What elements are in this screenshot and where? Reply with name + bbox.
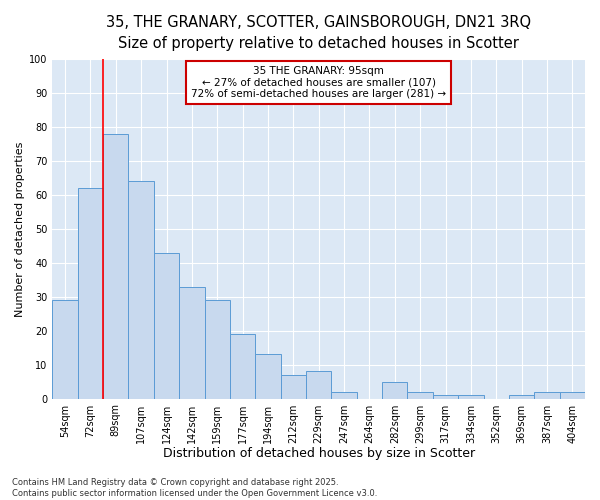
Text: Contains HM Land Registry data © Crown copyright and database right 2025.
Contai: Contains HM Land Registry data © Crown c… — [12, 478, 377, 498]
Bar — [382, 382, 407, 398]
Y-axis label: Number of detached properties: Number of detached properties — [15, 141, 25, 316]
Bar — [103, 134, 128, 398]
Bar — [407, 392, 433, 398]
Bar — [179, 286, 205, 399]
Text: 35 THE GRANARY: 95sqm
← 27% of detached houses are smaller (107)
72% of semi-det: 35 THE GRANARY: 95sqm ← 27% of detached … — [191, 66, 446, 99]
Bar — [281, 375, 306, 398]
Bar — [78, 188, 103, 398]
Bar — [154, 252, 179, 398]
Bar — [205, 300, 230, 398]
Bar — [560, 392, 585, 398]
Bar — [433, 395, 458, 398]
Bar — [509, 395, 534, 398]
Title: 35, THE GRANARY, SCOTTER, GAINSBOROUGH, DN21 3RQ
Size of property relative to de: 35, THE GRANARY, SCOTTER, GAINSBOROUGH, … — [106, 15, 531, 51]
Bar — [306, 372, 331, 398]
Bar — [255, 354, 281, 399]
Bar — [128, 182, 154, 398]
Bar — [458, 395, 484, 398]
X-axis label: Distribution of detached houses by size in Scotter: Distribution of detached houses by size … — [163, 447, 475, 460]
Bar — [230, 334, 255, 398]
Bar — [52, 300, 78, 398]
Bar — [331, 392, 357, 398]
Bar — [534, 392, 560, 398]
